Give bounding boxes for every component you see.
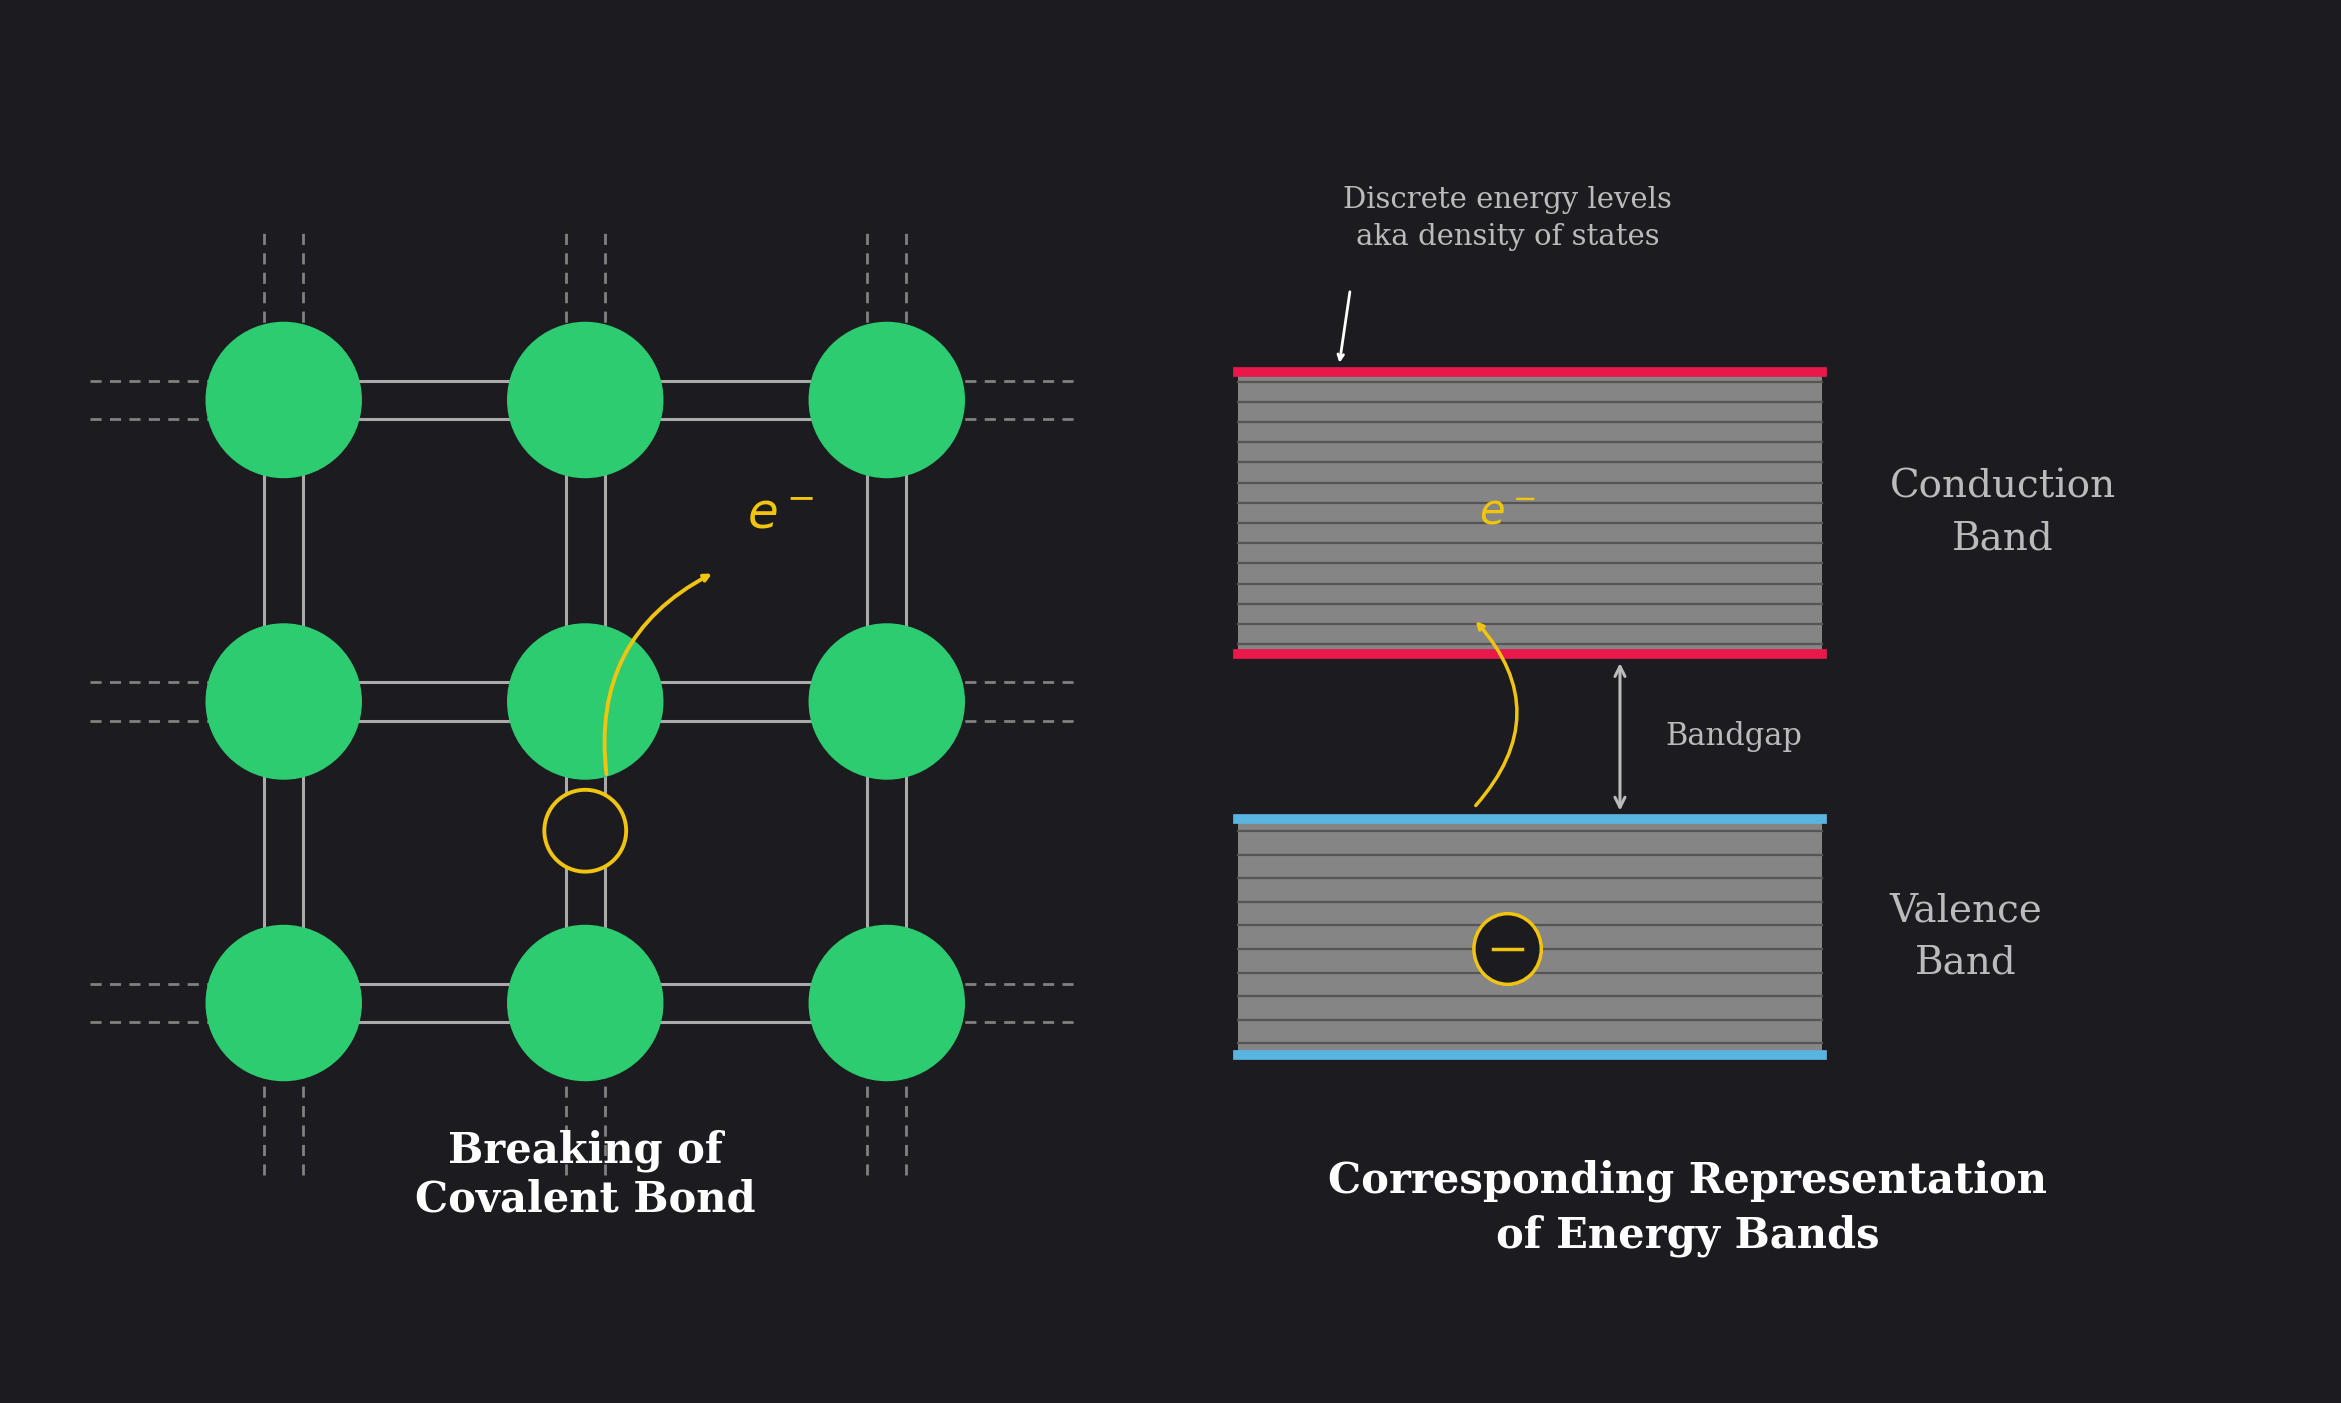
- Circle shape: [545, 790, 625, 871]
- Circle shape: [508, 624, 663, 779]
- Bar: [1238, 819, 1821, 1055]
- Circle shape: [810, 926, 964, 1080]
- Circle shape: [206, 323, 361, 477]
- Circle shape: [206, 624, 361, 779]
- Text: $e^-$: $e^-$: [747, 491, 815, 540]
- Bar: [1238, 372, 1821, 654]
- Circle shape: [1475, 913, 1540, 985]
- Text: Discrete energy levels
aka density of states: Discrete energy levels aka density of st…: [1344, 187, 1671, 251]
- Text: Corresponding Representation
of Energy Bands: Corresponding Representation of Energy B…: [1327, 1159, 2046, 1257]
- Circle shape: [810, 323, 964, 477]
- Circle shape: [206, 926, 361, 1080]
- Text: Conduction
Band: Conduction Band: [1889, 469, 2116, 557]
- Circle shape: [508, 926, 663, 1080]
- Text: Valence
Band: Valence Band: [1889, 892, 2044, 982]
- Text: $e^-$: $e^-$: [1480, 492, 1536, 535]
- Text: Bandgap: Bandgap: [1664, 721, 1803, 752]
- Text: Breaking of
Covalent Bond: Breaking of Covalent Bond: [414, 1129, 756, 1221]
- Circle shape: [810, 624, 964, 779]
- Circle shape: [508, 323, 663, 477]
